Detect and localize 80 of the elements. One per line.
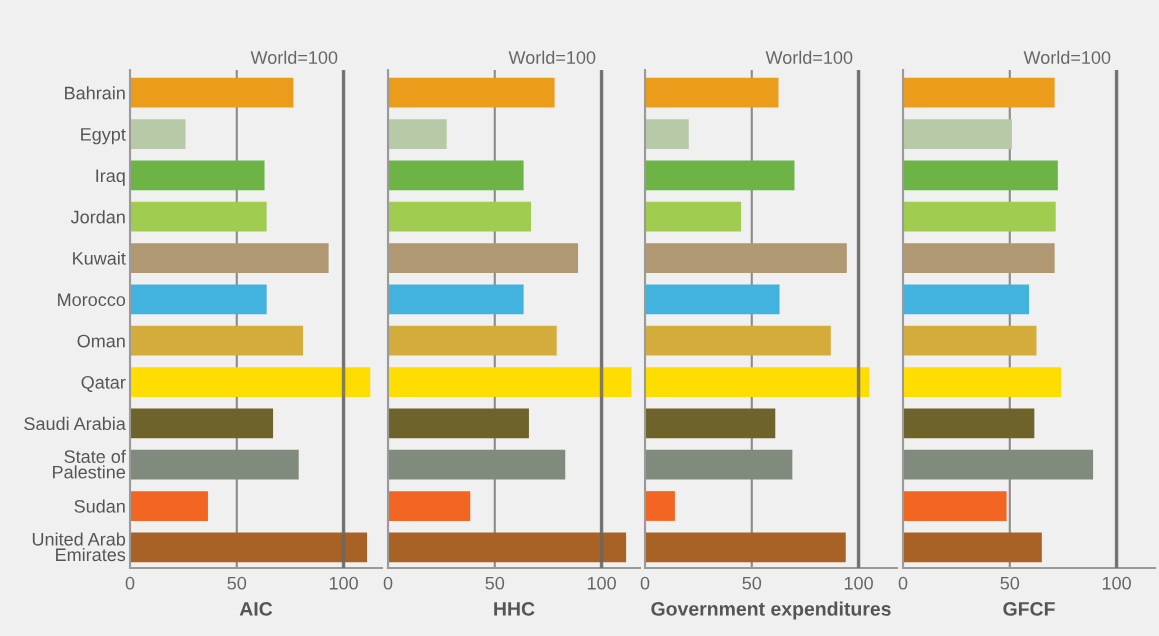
- bar: [388, 367, 632, 397]
- bar: [903, 77, 1055, 108]
- x-tick-label: 100: [329, 576, 358, 590]
- x-axis-title: Government expenditures: [651, 601, 891, 620]
- ref-line-label: World=100: [508, 50, 596, 64]
- y-tick-label: Sudan: [74, 499, 125, 513]
- x-tick-label: 100: [587, 576, 616, 590]
- bar: [130, 243, 329, 273]
- y-tick-label: Bahrain: [65, 86, 125, 100]
- bar: [388, 532, 627, 563]
- bar: [388, 77, 555, 108]
- bar: [903, 408, 1035, 439]
- bar: [903, 532, 1042, 563]
- bar: [130, 284, 267, 315]
- y-tick-label: Egypt: [81, 128, 126, 145]
- bar: [388, 201, 532, 232]
- bar: [903, 284, 1029, 315]
- bar: [130, 367, 371, 397]
- y-tick-label: Saudi Arabia: [24, 416, 126, 431]
- bar: [903, 449, 1094, 480]
- bar: [903, 325, 1037, 356]
- bar: [645, 491, 675, 521]
- bar: [388, 243, 579, 273]
- x-axis-title: HHC: [494, 602, 535, 616]
- bar: [645, 449, 793, 480]
- bar: [903, 491, 1007, 521]
- bar: [645, 119, 689, 149]
- y-tick-label: Iraq: [96, 169, 125, 186]
- bar: [903, 243, 1055, 273]
- ref-line-label: World=100: [765, 50, 853, 64]
- bar: [388, 408, 529, 439]
- ref-line-label: World=100: [1023, 50, 1111, 64]
- bar: [645, 532, 846, 563]
- bar: [388, 449, 566, 480]
- bar: [903, 119, 1012, 149]
- bar: [388, 325, 557, 356]
- bar: [130, 449, 299, 480]
- bar: [903, 160, 1058, 191]
- x-tick-label: 0: [640, 576, 650, 590]
- x-axis-title: GFCF: [1003, 602, 1055, 616]
- x-tick-label: 50: [485, 576, 505, 590]
- bar: [130, 325, 303, 356]
- x-axis-title: AIC: [239, 602, 273, 616]
- bar: [130, 160, 265, 191]
- y-tick-label: Qatar: [81, 375, 126, 392]
- y-tick-label: State of Palestine: [53, 449, 126, 479]
- bar: [130, 491, 208, 521]
- x-tick-label: 50: [1000, 576, 1020, 590]
- bar: [645, 284, 780, 315]
- bar: [388, 491, 471, 521]
- bar: [903, 201, 1056, 232]
- x-tick-label: 100: [844, 576, 873, 590]
- bar: [645, 243, 847, 273]
- bar: [388, 119, 447, 149]
- y-tick-label: Oman: [77, 334, 125, 348]
- bar: [130, 77, 294, 108]
- x-tick-label: 50: [742, 576, 762, 590]
- y-tick-label: Kuwait: [73, 251, 126, 265]
- bar: [130, 201, 267, 232]
- ref-line-label: World=100: [250, 50, 338, 64]
- bar: [130, 408, 274, 439]
- bar: [388, 284, 524, 315]
- y-tick-label: Jordan: [70, 210, 125, 224]
- bar: [645, 77, 779, 108]
- x-tick-label: 50: [227, 576, 247, 590]
- x-tick-label: 0: [383, 576, 393, 590]
- x-tick-label: 0: [898, 576, 908, 590]
- bar: [645, 367, 870, 397]
- bar: [388, 160, 524, 191]
- bar: [645, 160, 795, 191]
- y-tick-label: United Arab Emirates: [32, 532, 126, 562]
- bar: [903, 367, 1062, 397]
- x-tick-label: 0: [125, 576, 135, 590]
- bar: [645, 408, 776, 439]
- bar: [645, 325, 831, 356]
- bar: [130, 119, 186, 149]
- bar: [645, 201, 742, 232]
- x-tick-label: 100: [1102, 576, 1131, 590]
- bar: [130, 532, 368, 563]
- y-tick-label: Morocco: [58, 293, 126, 307]
